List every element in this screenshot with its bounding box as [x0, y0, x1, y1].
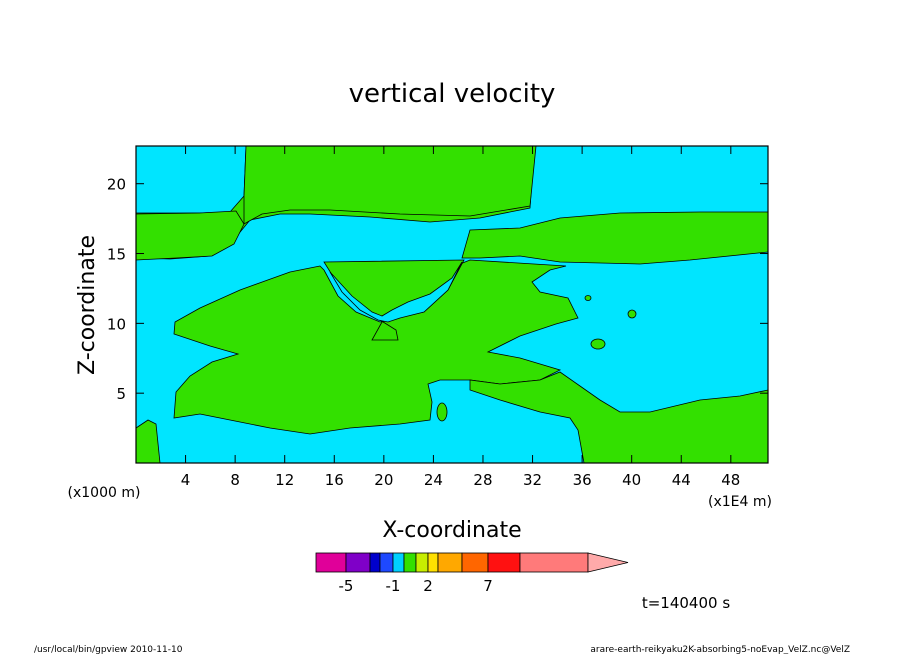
chart-title: vertical velocity — [349, 79, 556, 109]
colorbar-segment — [427, 552, 439, 573]
colorbar-label: 7 — [483, 577, 493, 595]
colorbar-segment — [487, 552, 521, 573]
contour-region-left-bottom — [136, 419, 161, 463]
time-label: t=140400 s — [642, 594, 730, 612]
x-tick-label: 44 — [672, 471, 691, 489]
x-tick-label: 4 — [181, 471, 191, 489]
colorbar-label: -5 — [339, 577, 354, 595]
x-tick-label: 28 — [473, 471, 492, 489]
plot-area — [135, 145, 769, 464]
footer-left: /usr/local/bin/gpview 2010-11-10 — [34, 645, 183, 654]
colorbar-extension-arrow — [587, 552, 629, 573]
colorbar-segment — [315, 552, 347, 573]
plot-frame — [135, 145, 769, 464]
x-tick-label: 40 — [622, 471, 641, 489]
colorbar-segment — [437, 552, 463, 573]
y-tick-label: 15 — [107, 246, 126, 264]
contour-blob-3 — [584, 295, 592, 301]
colorbar-segment — [461, 552, 489, 573]
y-axis: 5 10 15 20 — [107, 176, 768, 403]
y-tick-label: 10 — [107, 315, 126, 333]
colorbar-segment — [415, 552, 429, 573]
contour-blob-4 — [436, 402, 448, 422]
colorbar-segment — [519, 552, 589, 573]
x-axis-label: X-coordinate — [382, 518, 521, 543]
x-tick-label: 32 — [523, 471, 542, 489]
colorbar-segment — [403, 552, 417, 573]
x-tick-label: 8 — [230, 471, 240, 489]
footer-right: arare-earth-reikyaku2K-absorbing5-noEvap… — [590, 645, 850, 654]
y-tick-label: 5 — [116, 385, 126, 403]
contour-blob-2 — [627, 309, 637, 319]
x-tick-label: 16 — [325, 471, 344, 489]
y-axis-label: Z-coordinate — [75, 235, 100, 375]
colorbar — [315, 552, 629, 573]
colorbar-segment — [345, 552, 371, 573]
x-tick-label: 20 — [374, 471, 393, 489]
bowl-inner-region — [329, 261, 463, 323]
y-tick-label: 20 — [107, 176, 126, 194]
x-axis: 4 8 12 16 20 24 28 32 36 40 44 48 — [181, 146, 740, 489]
colorbar-label: 2 — [423, 577, 433, 595]
contour-region-left-band — [136, 210, 245, 261]
x-tick-label: 48 — [721, 471, 740, 489]
colorbar-segment — [392, 552, 405, 573]
x-tick-label: 36 — [573, 471, 592, 489]
contour-region-top-band — [243, 146, 537, 225]
colorbar-segment — [369, 552, 381, 573]
contour-region-right-band — [461, 211, 768, 265]
x-tick-label: 24 — [424, 471, 443, 489]
contour-blob-1 — [590, 338, 606, 350]
x-unit-note: (x1E4 m) — [708, 494, 772, 510]
y-unit-note: (x1000 m) — [68, 485, 141, 501]
colorbar-segment — [379, 552, 394, 573]
x-tick-label: 12 — [275, 471, 294, 489]
contour-region-lower-right — [469, 371, 768, 463]
colorbar-labels: -5 -1 2 7 — [339, 577, 493, 595]
colorbar-label: -1 — [386, 577, 401, 595]
